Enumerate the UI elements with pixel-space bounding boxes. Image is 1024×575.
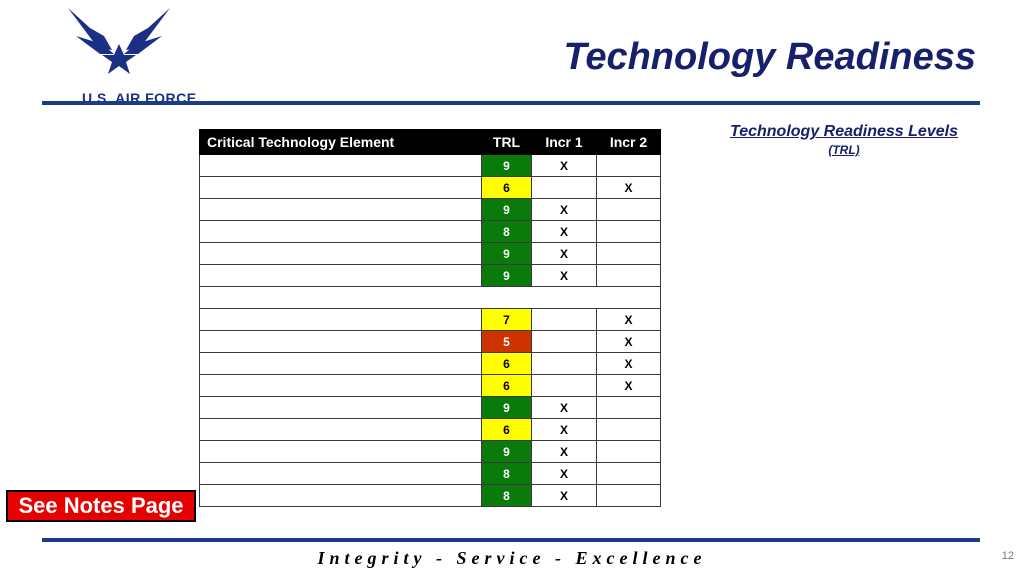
incr2-cell (596, 484, 661, 507)
cte-cell (199, 220, 482, 243)
trl-cell: 6 (481, 418, 532, 441)
incr1-cell: X (531, 198, 597, 221)
incr1-cell: X (531, 154, 597, 177)
page-title: Technology Readiness (563, 36, 976, 78)
incr2-cell (596, 242, 661, 265)
incr1-cell (531, 374, 597, 397)
trl-cell: 8 (481, 220, 532, 243)
air-force-logo: U.S. AIR FORCE (40, 6, 200, 106)
cte-cell (199, 396, 482, 419)
cte-cell (199, 154, 482, 177)
incr1-cell (531, 176, 597, 199)
cte-cell (199, 242, 482, 265)
incr2-cell: X (596, 374, 661, 397)
incr2-cell (596, 198, 661, 221)
trl-cell: 9 (481, 154, 532, 177)
column-header-cte: Critical Technology Element (199, 129, 482, 155)
incr2-cell: X (596, 330, 661, 353)
cte-cell (199, 352, 482, 375)
table-row (199, 286, 661, 309)
incr2-cell (596, 440, 661, 463)
trl-cell: 6 (481, 176, 532, 199)
incr2-cell (596, 462, 661, 485)
incr1-cell (531, 330, 597, 353)
footer-motto: Integrity - Service - Excellence (317, 548, 707, 568)
incr1-cell (531, 352, 597, 375)
incr2-cell (596, 396, 661, 419)
page-number: 12 (1001, 550, 1014, 562)
trl-cell: 9 (481, 396, 532, 419)
incr2-cell: X (596, 352, 661, 375)
trl-cell: 6 (481, 352, 532, 375)
incr2-cell (596, 264, 661, 287)
trl-cell: 8 (481, 484, 532, 507)
footer-divider (42, 538, 980, 542)
trl-cell: 9 (481, 440, 532, 463)
cte-cell (199, 440, 482, 463)
incr1-cell: X (531, 462, 597, 485)
cte-cell (199, 374, 482, 397)
trl-cell: 6 (481, 374, 532, 397)
cte-cell (199, 308, 482, 331)
trl-legend-subtitle[interactable]: (TRL) (828, 143, 860, 157)
cte-cell (199, 330, 482, 353)
incr2-cell: X (596, 176, 661, 199)
trl-cell: 5 (481, 330, 532, 353)
incr1-cell: X (531, 418, 597, 441)
incr1-cell: X (531, 396, 597, 419)
table-spacer-cell (199, 286, 661, 309)
trl-cell: 9 (481, 242, 532, 265)
incr2-cell (596, 154, 661, 177)
incr2-cell (596, 418, 661, 441)
trl-cell: 9 (481, 264, 532, 287)
header-divider (42, 101, 980, 105)
table-header-row: Critical Technology Element TRL Incr 1 I… (199, 129, 661, 155)
trl-cell: 7 (481, 308, 532, 331)
incr1-cell: X (531, 220, 597, 243)
column-header-trl: TRL (481, 129, 532, 155)
technology-readiness-table: Critical Technology Element TRL Incr 1 I… (199, 129, 661, 507)
see-notes-button[interactable]: See Notes Page (6, 490, 196, 522)
incr2-cell (596, 220, 661, 243)
air-force-wings-icon (68, 8, 170, 74)
incr1-cell: X (531, 484, 597, 507)
cte-cell (199, 462, 482, 485)
incr1-cell: X (531, 242, 597, 265)
column-header-incr1: Incr 1 (531, 129, 597, 155)
trl-cell: 8 (481, 462, 532, 485)
incr1-cell: X (531, 264, 597, 287)
incr1-cell (531, 308, 597, 331)
trl-cell: 9 (481, 198, 532, 221)
cte-cell (199, 418, 482, 441)
incr2-cell: X (596, 308, 661, 331)
cte-cell (199, 198, 482, 221)
trl-legend-title[interactable]: Technology Readiness Levels (730, 123, 958, 140)
incr1-cell: X (531, 440, 597, 463)
cte-cell (199, 484, 482, 507)
column-header-incr2: Incr 2 (596, 129, 661, 155)
cte-cell (199, 264, 482, 287)
cte-cell (199, 176, 482, 199)
